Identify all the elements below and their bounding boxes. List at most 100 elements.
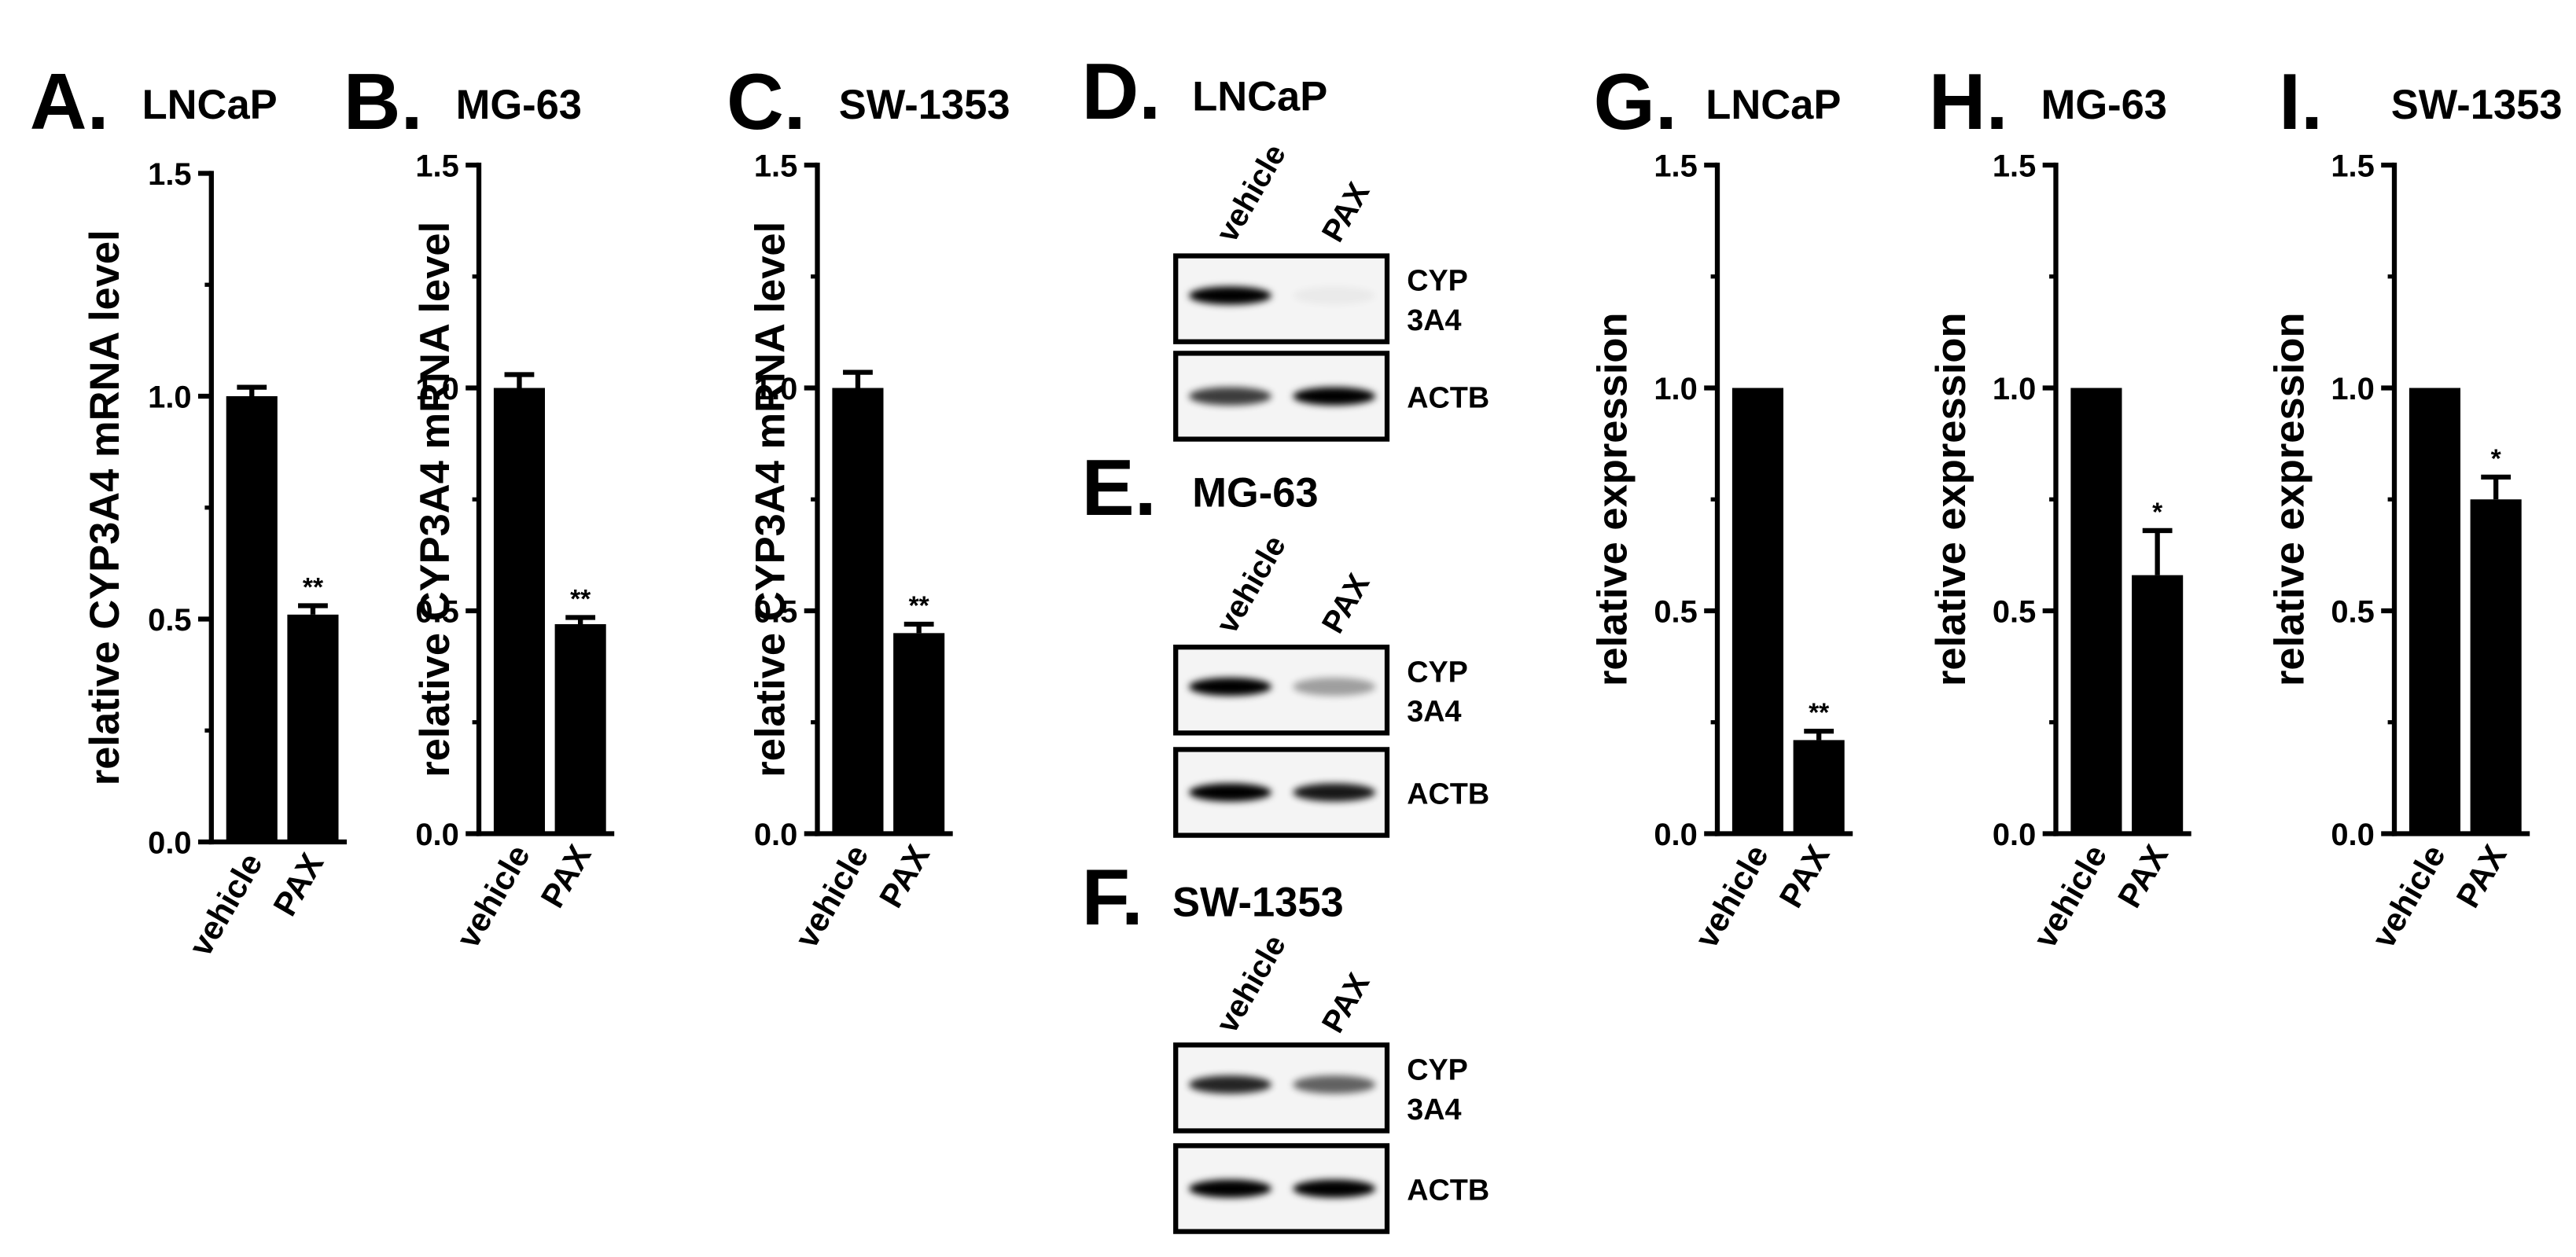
y-tick-label: 1.5 [1654, 149, 1697, 184]
y-tick-label: 1.5 [1993, 149, 2036, 184]
y-tick-label: 0.0 [754, 818, 797, 852]
x-tick-label: vehicle [2364, 839, 2453, 954]
significance-marker: ** [909, 591, 930, 620]
blot-band [1293, 783, 1376, 802]
row-label: CYP [1407, 265, 1468, 298]
row-label: 3A4 [1407, 304, 1461, 337]
x-tick-label: vehicle [2026, 839, 2114, 954]
panel-letter: A. [30, 58, 109, 146]
y-axis-label: relative CYP3A4 mRNA level [82, 230, 128, 785]
y-tick-label: 0.5 [754, 595, 797, 630]
y-tick-label: 0.0 [1654, 818, 1697, 852]
x-tick-label: vehicle [1687, 839, 1776, 954]
x-tick-label: vehicle [449, 839, 537, 954]
y-tick-label: 1.5 [2331, 149, 2374, 184]
bar [2470, 499, 2522, 834]
bar [1731, 388, 1783, 834]
y-tick-label: 0.5 [1993, 595, 2036, 630]
y-tick-label: 1.0 [415, 372, 458, 406]
blot-band [1189, 387, 1271, 406]
y-tick-label: 0.0 [1993, 818, 2036, 852]
blot-band [1293, 1075, 1376, 1094]
bar [1793, 740, 1845, 834]
chart-title: LNCaP [1706, 82, 1841, 128]
row-label: CYP [1407, 1053, 1468, 1086]
y-tick-label: 0.0 [415, 818, 458, 852]
x-tick-label: vehicle [788, 839, 876, 954]
panel-letter: B. [344, 58, 423, 146]
chart-title: MG-63 [456, 82, 582, 128]
significance-marker: ** [1809, 698, 1830, 727]
blot-band [1293, 678, 1376, 696]
blot-band [1189, 783, 1271, 802]
blot-band [1293, 387, 1376, 406]
blot-band [1189, 1179, 1271, 1198]
bar [2132, 575, 2184, 834]
bar [493, 388, 546, 834]
lane-label: PAX [1316, 177, 1377, 248]
y-tick-label: 1.5 [148, 157, 191, 192]
bar [2070, 388, 2122, 834]
bar [226, 395, 278, 842]
bar [287, 614, 339, 842]
lane-label: vehicle [1209, 530, 1293, 639]
blot-band [1189, 286, 1271, 305]
y-tick-label: 1.0 [2331, 372, 2374, 406]
lane-label: PAX [1316, 967, 1377, 1038]
blot-band [1189, 1075, 1271, 1094]
bar [2409, 388, 2460, 834]
x-tick-label: PAX [266, 847, 330, 922]
x-tick-label: PAX [533, 839, 598, 914]
lane-label: vehicle [1209, 138, 1293, 248]
panel-letter: E. [1082, 444, 1157, 532]
panel-letter: G. [1593, 58, 1676, 146]
chart-title: LNCaP [142, 82, 278, 128]
row-label: 3A4 [1407, 1093, 1461, 1127]
panel-letter: D. [1082, 48, 1161, 136]
x-tick-label: PAX [2110, 839, 2175, 914]
blot-band [1293, 286, 1376, 305]
panel-letter: F. [1082, 854, 1143, 942]
chart-title: MG-63 [2041, 82, 2167, 128]
y-axis-label: relative expression [2266, 312, 2313, 686]
lane-label: PAX [1316, 568, 1377, 639]
y-tick-label: 0.5 [2331, 595, 2374, 630]
x-tick-label: PAX [1772, 839, 1836, 914]
y-axis-label: relative CYP3A4 mRNA level [412, 222, 458, 777]
row-label: ACTB [1407, 1174, 1489, 1207]
y-axis-label: relative CYP3A4 mRNA level [748, 222, 794, 777]
y-tick-label: 0.5 [1654, 595, 1697, 630]
panel-letter: I. [2279, 58, 2323, 146]
x-tick-label: PAX [2449, 839, 2513, 914]
x-tick-label: PAX [872, 839, 937, 914]
y-tick-label: 0.0 [148, 826, 191, 861]
row-label: 3A4 [1407, 696, 1461, 729]
row-label: ACTB [1407, 778, 1489, 811]
panel-letter: C. [727, 58, 806, 146]
row-label: CYP [1407, 656, 1468, 689]
y-tick-label: 1.0 [1993, 372, 2036, 406]
y-tick-label: 1.0 [754, 372, 797, 406]
lane-label: vehicle [1209, 929, 1293, 1038]
y-tick-label: 1.5 [754, 149, 797, 184]
significance-marker: ** [303, 573, 324, 602]
panel-letter: H. [1929, 58, 2008, 146]
bar [554, 624, 606, 834]
bar [832, 388, 884, 834]
y-tick-label: 1.5 [415, 149, 458, 184]
y-tick-label: 1.0 [1654, 372, 1697, 406]
bar [893, 633, 945, 834]
y-axis-label: relative expression [1589, 312, 1636, 686]
blot-band [1189, 678, 1271, 696]
chart-title: SW-1353 [839, 82, 1010, 128]
blot-title: LNCaP [1192, 74, 1327, 120]
y-tick-label: 0.5 [415, 595, 458, 630]
blot-band [1293, 1179, 1376, 1198]
significance-marker: * [2152, 498, 2163, 527]
y-tick-label: 0.0 [2331, 818, 2374, 852]
blot-title: MG-63 [1192, 470, 1318, 516]
significance-marker: ** [570, 585, 591, 614]
chart-title: SW-1353 [2391, 82, 2563, 128]
